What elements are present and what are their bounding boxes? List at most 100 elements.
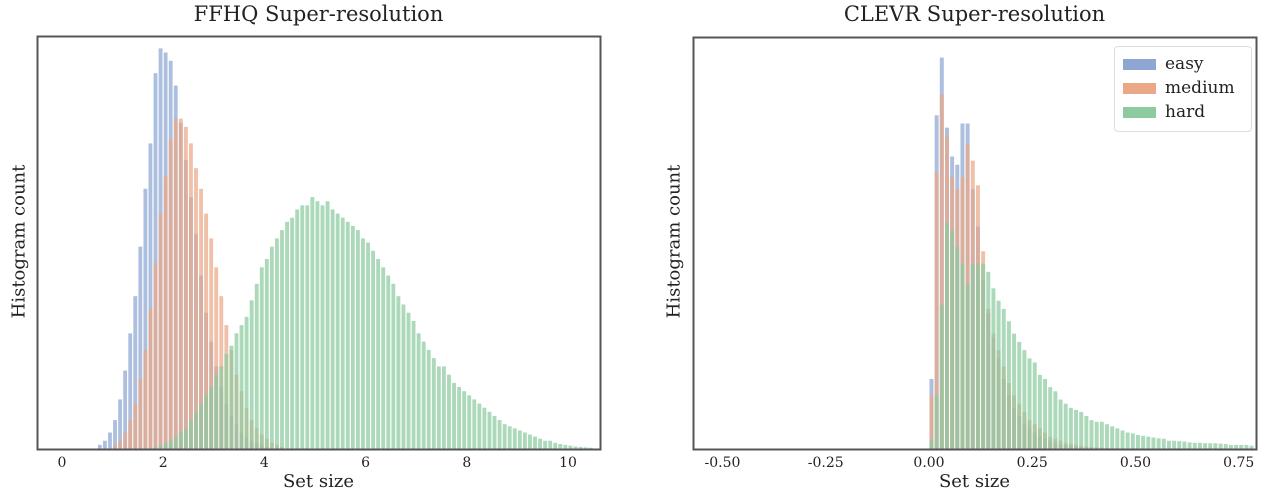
histogram-bar-hard bbox=[533, 436, 537, 449]
histogram-bar-hard bbox=[366, 242, 370, 449]
histogram-bar-medium bbox=[194, 168, 198, 449]
histogram-bar-medium bbox=[173, 118, 178, 449]
histogram-bar-hard bbox=[371, 250, 376, 449]
histogram-bar-easy bbox=[133, 296, 138, 449]
histogram-bar-hard bbox=[396, 296, 401, 449]
histogram-bar-hard bbox=[153, 446, 158, 449]
legend-item-easy: easy bbox=[1123, 53, 1204, 75]
histogram-bar-hard bbox=[965, 284, 970, 449]
ffhq-chart-title: FFHQ Super-resolution bbox=[193, 2, 444, 26]
histogram-bar-easy bbox=[118, 399, 123, 449]
histogram-bar-hard bbox=[411, 320, 416, 449]
histogram-bar-hard bbox=[391, 283, 396, 449]
histogram-bar-hard bbox=[522, 432, 527, 449]
histogram-bar-hard bbox=[1048, 387, 1053, 449]
histogram-bar-hard bbox=[1079, 411, 1084, 449]
legend: easy medium hard bbox=[1114, 46, 1252, 132]
histogram-bar-hard bbox=[189, 420, 193, 449]
histogram-bar-hard bbox=[199, 403, 203, 449]
histogram-bar-hard bbox=[264, 259, 269, 449]
histogram-bar-hard bbox=[275, 238, 279, 449]
histogram-bar-hard bbox=[477, 403, 482, 449]
histogram-bar-hard bbox=[1197, 442, 1202, 449]
histogram-bar-hard bbox=[1172, 440, 1177, 449]
histogram-bar-easy bbox=[148, 143, 153, 449]
histogram-bar-hard bbox=[502, 424, 507, 449]
clevr-chart-title: CLEVR Super-resolution bbox=[843, 2, 1106, 26]
histogram-bar-hard bbox=[563, 444, 568, 449]
histogram-bar-medium bbox=[118, 440, 123, 449]
histogram-bar-hard bbox=[345, 221, 350, 449]
histogram-bar-hard bbox=[254, 283, 259, 449]
histogram-bar-hard bbox=[1017, 341, 1022, 449]
histogram-bar-hard bbox=[467, 395, 472, 449]
x-tick-label: 4 bbox=[259, 455, 269, 471]
histogram-bar-easy bbox=[102, 440, 107, 449]
histogram-bar-hard bbox=[1156, 438, 1161, 449]
histogram-bar-hard bbox=[335, 213, 340, 449]
histogram-bar-hard bbox=[1053, 391, 1058, 449]
histogram-bar-hard bbox=[1234, 444, 1239, 449]
histogram-bar-hard bbox=[361, 238, 365, 449]
histogram-bar-medium bbox=[168, 139, 173, 449]
histogram-bar-medium bbox=[143, 349, 148, 449]
histogram-bar-medium bbox=[929, 395, 934, 449]
histogram-bar-hard bbox=[1182, 441, 1187, 449]
x-tick-label: 8 bbox=[462, 455, 472, 471]
histogram-bar-hard bbox=[1068, 407, 1073, 449]
histogram-bar-easy bbox=[123, 370, 128, 449]
histogram-bar-medium bbox=[113, 444, 117, 449]
histogram-bar-hard bbox=[1177, 441, 1182, 449]
histogram-bar-hard bbox=[158, 444, 163, 449]
histogram-bar-hard bbox=[376, 259, 381, 449]
histogram-bar-hard bbox=[219, 366, 224, 449]
histogram-bar-hard bbox=[1213, 443, 1218, 449]
histogram-bar-hard bbox=[163, 442, 168, 449]
histogram-bar-easy bbox=[138, 246, 143, 449]
histogram-bar-medium bbox=[209, 238, 214, 449]
histogram-bar-medium bbox=[148, 308, 153, 449]
histogram-bar-hard bbox=[1032, 362, 1037, 449]
x-tick-label: 0.00 bbox=[913, 455, 945, 471]
histogram-bar-hard bbox=[944, 222, 949, 449]
histogram-bar-hard bbox=[573, 446, 578, 449]
histogram-bar-hard bbox=[325, 201, 330, 449]
histogram-bar-hard bbox=[487, 411, 492, 449]
x-tick-label: 6 bbox=[361, 455, 371, 471]
histogram-bar-hard bbox=[517, 430, 522, 449]
ffhq-axes-frame bbox=[36, 35, 602, 451]
histogram-bar-hard bbox=[1022, 350, 1027, 449]
histogram-bar-hard bbox=[320, 205, 325, 449]
histogram-bar-hard bbox=[290, 217, 295, 449]
histogram-bar-hard bbox=[234, 333, 239, 449]
histogram-bar-hard bbox=[421, 341, 426, 449]
histogram-bar-hard bbox=[1094, 421, 1099, 449]
histogram-bar-hard bbox=[280, 230, 284, 449]
histogram-bar-hard bbox=[1130, 433, 1135, 449]
ffhq-x-axis-label: Set size bbox=[282, 471, 355, 492]
clevr-x-axis-label: Set size bbox=[938, 471, 1011, 492]
histogram-bar-hard bbox=[442, 366, 446, 449]
histogram-bar-hard bbox=[1203, 443, 1208, 449]
histogram-bar-hard bbox=[1161, 438, 1166, 449]
histogram-bar-hard bbox=[507, 426, 512, 449]
histogram-bar-hard bbox=[244, 316, 249, 449]
histogram-bar-hard bbox=[457, 387, 462, 449]
histogram-bar-easy bbox=[153, 73, 158, 450]
histogram-bar-hard bbox=[929, 440, 934, 449]
histogram-bar-hard bbox=[315, 201, 320, 449]
histogram-bar-hard bbox=[986, 271, 991, 449]
x-tick-label: 0.75 bbox=[1223, 455, 1255, 471]
legend-label-easy: easy bbox=[1165, 54, 1204, 74]
clevr-y-axis-label: Histogram count bbox=[663, 164, 685, 319]
histogram-bar-hard bbox=[512, 428, 517, 449]
clevr-histogram-bars bbox=[929, 57, 1254, 450]
histogram-bar-easy bbox=[97, 444, 102, 449]
clevr-axes-frame bbox=[692, 36, 1258, 451]
histogram-bar-hard bbox=[330, 209, 335, 449]
x-tick-label: 2 bbox=[158, 455, 168, 471]
histogram-bar-hard bbox=[447, 374, 451, 449]
legend-label-medium: medium bbox=[1165, 78, 1235, 98]
histogram-bar-hard bbox=[239, 325, 244, 449]
histogram-bar-hard bbox=[178, 432, 183, 449]
